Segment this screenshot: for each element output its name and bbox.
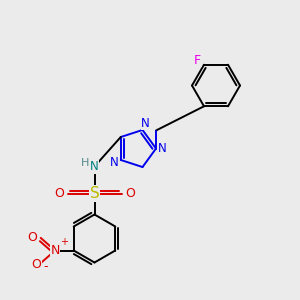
Text: -: - bbox=[43, 260, 48, 273]
Text: N: N bbox=[50, 244, 60, 257]
Text: F: F bbox=[194, 54, 201, 67]
Text: O: O bbox=[27, 231, 37, 244]
Text: O: O bbox=[54, 187, 64, 200]
Text: O: O bbox=[31, 258, 41, 271]
Text: N: N bbox=[158, 142, 167, 155]
Text: N: N bbox=[90, 160, 99, 173]
Text: O: O bbox=[125, 187, 135, 200]
Text: +: + bbox=[61, 237, 68, 247]
Text: S: S bbox=[90, 186, 99, 201]
Text: N: N bbox=[110, 157, 118, 169]
Text: H: H bbox=[81, 158, 89, 168]
Text: N: N bbox=[141, 117, 150, 130]
